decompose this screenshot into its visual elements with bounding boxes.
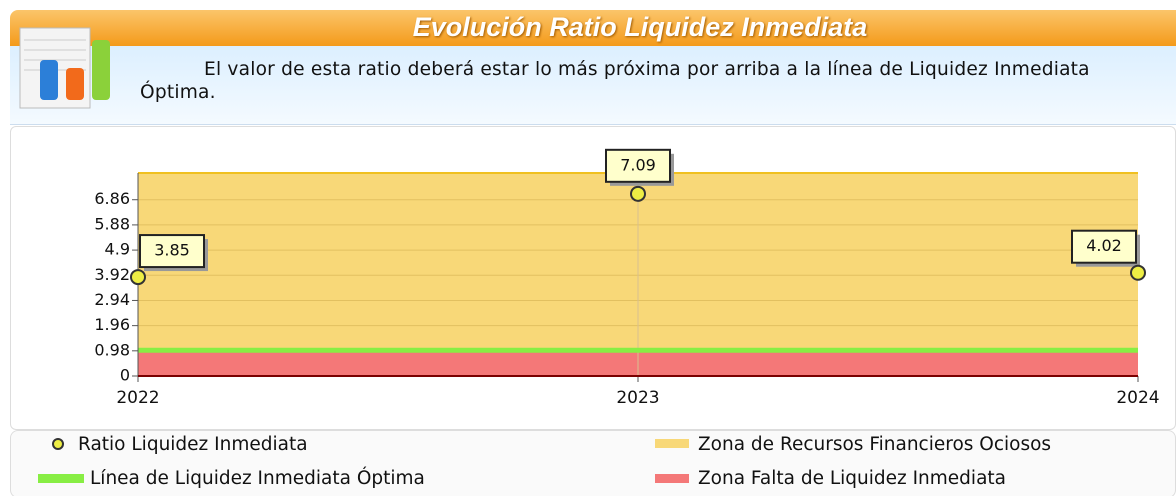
y-tick-label: 2.94 <box>94 290 130 309</box>
chart-icon <box>19 27 110 109</box>
data-label: 3.85 <box>154 241 190 260</box>
y-tick-label: 0 <box>120 366 130 385</box>
y-tick-label: 0.98 <box>94 340 130 359</box>
label-box <box>1071 229 1137 264</box>
label-box <box>605 148 671 183</box>
y-tick-label: 1.96 <box>94 315 130 334</box>
icon-bar <box>66 68 84 100</box>
header-bar: Evolución Ratio Liquidez Inmediata <box>10 10 1176 46</box>
icon-bar <box>92 40 110 100</box>
icon-bar <box>40 60 58 100</box>
legend-panel <box>10 430 1176 496</box>
description-panel <box>10 46 1176 125</box>
legend-label: Zona de Recursos Financieros Ociosos <box>698 434 1051 455</box>
x-tick-label: 2024 <box>1116 388 1159 408</box>
point <box>130 269 146 286</box>
title: Evolución Ratio Liquidez Inmediata <box>412 12 868 42</box>
data-label: 4.02 <box>1086 236 1122 255</box>
legend-label: Ratio Liquidez Inmediata <box>78 434 308 455</box>
label-box <box>139 234 205 269</box>
x-tick-label: 2022 <box>116 388 159 408</box>
legend-label: Zona Falta de Liquidez Inmediata <box>698 468 1006 489</box>
y-tick-label: 6.86 <box>94 189 130 208</box>
legend-swatch <box>655 474 689 483</box>
legend-swatch <box>655 439 689 448</box>
point <box>630 185 646 202</box>
y-tick-label: 3.92 <box>94 265 130 284</box>
description: El valor de esta ratio deberá estar lo m… <box>140 59 1090 103</box>
point <box>1130 264 1146 281</box>
y-tick-label: 4.9 <box>105 240 130 259</box>
y-tick-label: 5.88 <box>94 214 130 233</box>
legend-label: Línea de Liquidez Inmediata Óptima <box>90 467 425 489</box>
x-tick-label: 2023 <box>616 388 659 408</box>
legend-swatch <box>38 474 84 483</box>
data-label: 7.09 <box>620 155 656 174</box>
legend-marker <box>52 438 64 450</box>
